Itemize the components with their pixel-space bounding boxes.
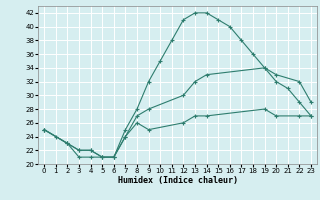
X-axis label: Humidex (Indice chaleur): Humidex (Indice chaleur): [118, 176, 238, 185]
